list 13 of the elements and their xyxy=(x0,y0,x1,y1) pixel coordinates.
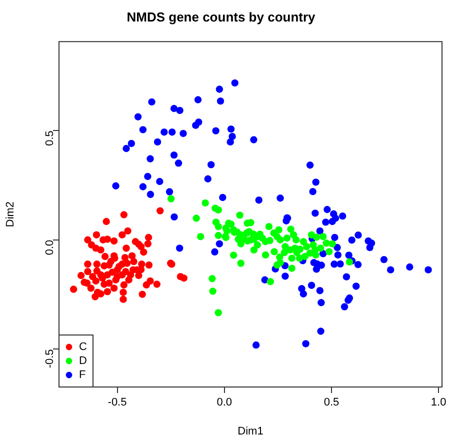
legend-label: C xyxy=(79,341,87,354)
y-tick-label: -0.5 xyxy=(44,349,56,368)
y-axis-title: Dim2 xyxy=(4,201,17,228)
chart-title: NMDS gene counts by country xyxy=(126,9,316,24)
x-tick-label: 1.0 xyxy=(430,396,446,409)
y-tick-label: 0.0 xyxy=(44,240,56,256)
x-tick-label: 0.5 xyxy=(324,396,340,409)
y-tick-label: 0.5 xyxy=(44,130,56,146)
legend-label: D xyxy=(79,355,87,368)
x-tick-label: -0.5 xyxy=(108,396,127,409)
legend-label: F xyxy=(79,369,86,382)
x-tick-label: 0.0 xyxy=(216,396,232,409)
x-axis-title: Dim1 xyxy=(238,425,264,438)
